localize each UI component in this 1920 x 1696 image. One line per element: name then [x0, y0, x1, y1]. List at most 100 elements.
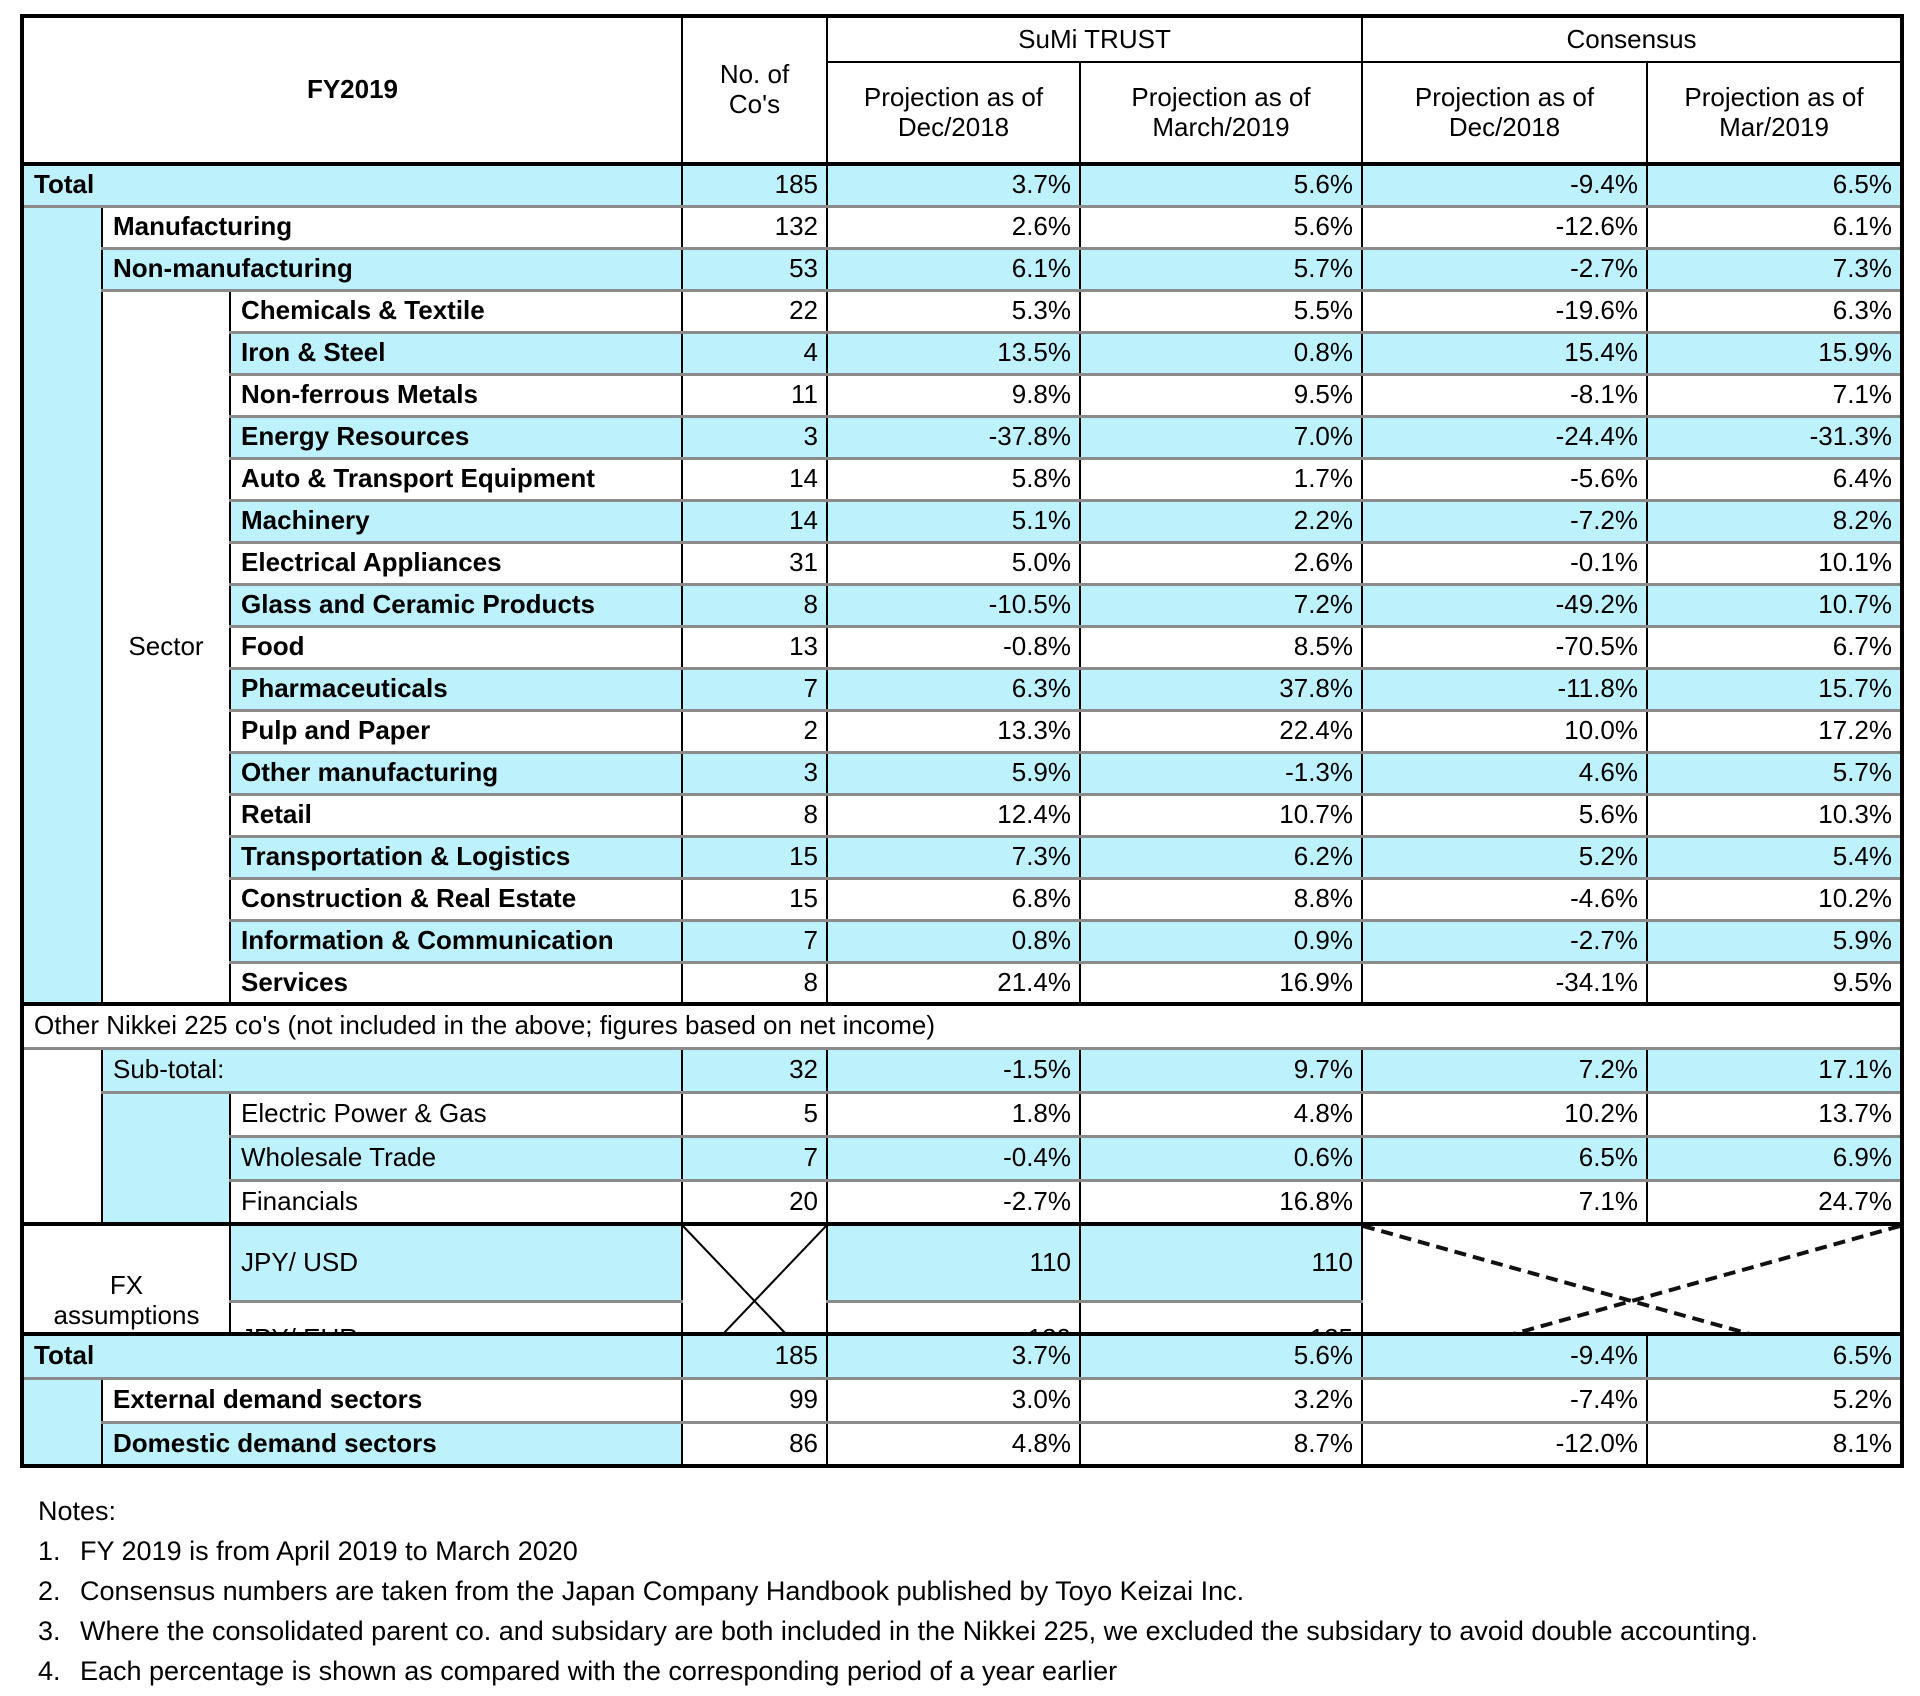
- value-cell: 10.7%: [1079, 792, 1363, 838]
- value-cell: 7: [681, 1134, 828, 1182]
- value-cell: 7.0%: [1079, 414, 1363, 460]
- value-cell: 3.7%: [826, 162, 1081, 208]
- value-cell: -2.7%: [1361, 246, 1648, 292]
- value-cell: 13.7%: [1646, 1090, 1903, 1138]
- sector-row: Other manufacturing 3 5.9% -1.3% 4.6% 5.…: [22, 750, 1903, 796]
- row-label: Construction & Real Estate: [229, 876, 683, 922]
- value-cell: -37.8%: [826, 414, 1081, 460]
- value-cell: 5.9%: [826, 750, 1081, 796]
- row-sub-sector: Electric Power & Gas 5 1.8% 4.8% 10.2% 1…: [22, 1090, 1903, 1226]
- value-cell: -7.2%: [1361, 498, 1648, 544]
- value-cell: 7.2%: [1079, 582, 1363, 628]
- value-cell: -12.6%: [1361, 204, 1648, 250]
- row-label: Machinery: [229, 498, 683, 544]
- value-cell: 7.3%: [826, 834, 1081, 880]
- value-cell: 4.8%: [826, 1420, 1081, 1468]
- row-label: JPY/ USD: [229, 1222, 683, 1303]
- row-domestic-demand: Domestic demand sectors 86 4.8% 8.7% -12…: [22, 1420, 1903, 1468]
- value-cell: 10.1%: [1646, 540, 1903, 586]
- value-cell: 17.2%: [1646, 708, 1903, 754]
- value-cell: 32: [681, 1046, 828, 1094]
- value-cell: 6.1%: [826, 246, 1081, 292]
- row-sub-sector: Financials 20 -2.7% 16.8% 7.1% 24.7%: [22, 1178, 1903, 1226]
- fy-header: FY2019: [21, 15, 683, 165]
- value-cell: 6.8%: [826, 876, 1081, 922]
- notes-title: Notes:: [38, 1496, 1758, 1527]
- header-sub-row: Projection as of Dec/2018 Projection as …: [22, 61, 1903, 165]
- sector-row: Non-ferrous Metals 11 9.8% 9.5% -8.1% 7.…: [22, 372, 1903, 418]
- sector-row: Information & Communication 7 0.8% 0.9% …: [22, 918, 1903, 964]
- value-cell: 9.5%: [1079, 372, 1363, 418]
- sector-row: Pulp and Paper 2 13.3% 22.4% 10.0% 17.2%: [22, 708, 1903, 754]
- row-label: Pulp and Paper: [229, 708, 683, 754]
- value-cell: -12.0%: [1361, 1420, 1648, 1468]
- value-cell: 6.5%: [1361, 1134, 1648, 1182]
- value-cell: -2.7%: [826, 1178, 1081, 1226]
- value-cell: 2.6%: [1079, 540, 1363, 586]
- row-subtotal: Sub-total: 32 -1.5% 9.7% 7.2% 17.1%: [21, 1046, 1903, 1226]
- value-cell: -4.6%: [1361, 876, 1648, 922]
- value-cell: 6.9%: [1646, 1134, 1903, 1182]
- value-cell: 5.6%: [1079, 1332, 1363, 1380]
- row-label: Retail: [229, 792, 683, 838]
- value-cell: 5.0%: [826, 540, 1081, 586]
- other-nikkei-row: Other Nikkei 225 co's (not included in t…: [21, 1002, 1903, 1050]
- row-fx-usd: FX assumptions JPY/ USD 110 110: [21, 1222, 1903, 1380]
- note-text: FY 2019 is from April 2019 to March 2020: [80, 1536, 578, 1566]
- value-cell: 5.7%: [1646, 750, 1903, 796]
- value-cell: -0.1%: [1361, 540, 1648, 586]
- value-cell: -1.3%: [1079, 750, 1363, 796]
- value-cell: 3.0%: [826, 1376, 1081, 1424]
- value-cell: 10.2%: [1361, 1090, 1648, 1138]
- value-cell: 8.2%: [1646, 498, 1903, 544]
- value-cell: -2.7%: [1361, 918, 1648, 964]
- indent-strip: [21, 1376, 103, 1468]
- value-cell: 3.2%: [1079, 1376, 1363, 1424]
- note-text: Consensus numbers are taken from the Jap…: [80, 1576, 1245, 1606]
- value-cell: 24.7%: [1646, 1178, 1903, 1226]
- value-cell: 37.8%: [1079, 666, 1363, 712]
- indent-strip: [101, 1090, 231, 1226]
- value-cell: 7.2%: [1361, 1046, 1648, 1094]
- row-external-demand: External demand sectors 99 3.0% 3.2% -7.…: [21, 1376, 1903, 1468]
- value-cell: 5.6%: [1079, 204, 1363, 250]
- subheader-consensus-dec: Projection as of Dec/2018: [1361, 61, 1648, 165]
- value-cell: 8: [681, 792, 828, 838]
- value-cell: 10.0%: [1361, 708, 1648, 754]
- value-cell: 8.5%: [1079, 624, 1363, 670]
- row-label: Information & Communication: [229, 918, 683, 964]
- value-cell: -7.4%: [1361, 1376, 1648, 1424]
- value-cell: 15.7%: [1646, 666, 1903, 712]
- row-label: Wholesale Trade: [229, 1134, 683, 1182]
- row-sub-sector: Wholesale Trade 7 -0.4% 0.6% 6.5% 6.9%: [22, 1134, 1903, 1182]
- value-cell: 3.7%: [826, 1332, 1081, 1380]
- value-cell: 7.1%: [1646, 372, 1903, 418]
- value-cell: 1.8%: [826, 1090, 1081, 1138]
- value-cell: 8.1%: [1646, 1420, 1903, 1468]
- value-cell: -49.2%: [1361, 582, 1648, 628]
- value-cell: 21.4%: [826, 960, 1081, 1006]
- value-cell: 5.4%: [1646, 834, 1903, 880]
- sumi-trust-header: SuMi TRUST: [826, 15, 1363, 63]
- value-cell: 9.7%: [1079, 1046, 1363, 1094]
- row-label: Electrical Appliances: [229, 540, 683, 586]
- header-group-row: FY2019 No. of Co's SuMi TRUST Consensus: [21, 15, 1903, 165]
- row-label: Chemicals & Textile: [229, 288, 683, 334]
- sector-row: Sector Chemicals & Textile 22 5.3% 5.5% …: [22, 288, 1903, 1006]
- value-cell: 9.8%: [826, 372, 1081, 418]
- value-cell: 185: [681, 1332, 828, 1380]
- value-cell: 0.8%: [826, 918, 1081, 964]
- value-cell: 4.8%: [1079, 1090, 1363, 1138]
- value-cell: -10.5%: [826, 582, 1081, 628]
- row-label: Total: [21, 1332, 683, 1380]
- value-cell: 15: [681, 876, 828, 922]
- value-cell: 12.4%: [826, 792, 1081, 838]
- value-cell: 5.6%: [1079, 162, 1363, 208]
- value-cell: 3: [681, 414, 828, 460]
- value-cell: 2.6%: [826, 204, 1081, 250]
- row-label: Energy Resources: [229, 414, 683, 460]
- row-label: Electric Power & Gas: [229, 1090, 683, 1138]
- value-cell: -19.6%: [1361, 288, 1648, 334]
- value-cell: 31: [681, 540, 828, 586]
- sector-row: Glass and Ceramic Products 8 -10.5% 7.2%…: [22, 582, 1903, 628]
